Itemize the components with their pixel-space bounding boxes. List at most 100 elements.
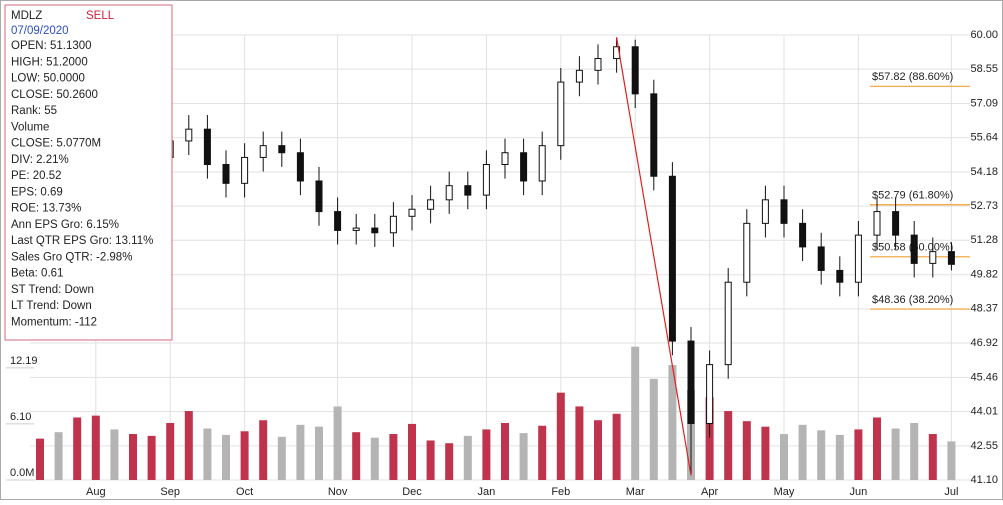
volume-bar bbox=[891, 428, 900, 480]
info-line: CLOSE: 5.0770M bbox=[11, 138, 101, 150]
fib-label: $48.36 (38.20%) bbox=[872, 294, 953, 306]
candle-body bbox=[296, 152, 304, 182]
info-line: Sales Gro QTR: -2.98% bbox=[11, 251, 132, 263]
volume-bar bbox=[631, 346, 640, 480]
candle-body bbox=[650, 93, 658, 177]
y-tick-label: 57.09 bbox=[970, 97, 998, 109]
volume-bar bbox=[668, 365, 677, 480]
candle-body bbox=[315, 180, 323, 213]
x-tick-label: Aug bbox=[86, 486, 106, 498]
y-tick-label: 45.46 bbox=[970, 371, 998, 383]
y-tick-label: 60.00 bbox=[970, 29, 998, 41]
volume-bar bbox=[594, 420, 602, 480]
candle-body bbox=[631, 46, 639, 95]
candle-body bbox=[594, 58, 602, 71]
candle-body bbox=[947, 251, 955, 265]
candle-body bbox=[557, 81, 565, 147]
volume-bar bbox=[854, 429, 863, 480]
volume-bar bbox=[910, 422, 919, 480]
volume-bar bbox=[835, 434, 844, 480]
candle-body bbox=[668, 175, 676, 342]
y-tick-label: 41.10 bbox=[970, 474, 998, 486]
info-line: LT Trend: Down bbox=[11, 300, 92, 312]
volume-bar bbox=[203, 428, 212, 480]
volume-bar bbox=[501, 422, 509, 480]
volume-bar bbox=[798, 424, 807, 480]
y-tick-label: 49.82 bbox=[970, 269, 998, 281]
volume-bar bbox=[129, 434, 137, 480]
volume-bar bbox=[556, 392, 565, 480]
x-tick-label: Jul bbox=[944, 486, 958, 498]
info-line: EPS: 0.69 bbox=[11, 186, 63, 198]
fib-label: $52.79 (61.80%) bbox=[872, 190, 953, 202]
info-line: PE: 20.52 bbox=[11, 170, 62, 182]
signal: SELL bbox=[86, 10, 115, 22]
candle-body bbox=[854, 234, 862, 283]
volume-bar bbox=[166, 422, 175, 480]
fib-label: $57.82 (88.60%) bbox=[872, 71, 953, 83]
info-line: Last QTR EPS Gro: 13.11% bbox=[11, 235, 153, 247]
candle-body bbox=[743, 222, 751, 283]
volume-bar bbox=[426, 440, 435, 480]
candle-body bbox=[929, 251, 937, 264]
volume-bar bbox=[315, 426, 323, 480]
candle-body bbox=[501, 152, 509, 165]
y-tick-label: 58.55 bbox=[970, 63, 998, 75]
trend-line bbox=[616, 37, 692, 476]
volume-bar bbox=[389, 434, 398, 480]
volume-bar bbox=[259, 420, 268, 480]
candle-body bbox=[724, 281, 732, 366]
volume-bar bbox=[780, 434, 788, 480]
volume-bar bbox=[761, 426, 770, 480]
volume-tick-label: 0.0M bbox=[10, 467, 34, 479]
info-line: Ann EPS Gro: 6.15% bbox=[11, 219, 119, 231]
volume-bar bbox=[519, 433, 528, 480]
volume-bar bbox=[463, 435, 472, 480]
volume-bar bbox=[538, 425, 547, 480]
symbol: MDLZ bbox=[11, 10, 42, 22]
candle-body bbox=[910, 234, 918, 264]
volume-bar bbox=[240, 431, 249, 480]
y-tick-label: 54.18 bbox=[970, 166, 998, 178]
volume-bar bbox=[817, 430, 826, 480]
candle-body bbox=[706, 364, 714, 424]
x-tick-label: Sep bbox=[160, 486, 180, 498]
info-line: HIGH: 51.2000 bbox=[11, 56, 88, 68]
x-tick-label: Feb bbox=[551, 486, 570, 498]
volume-bar bbox=[649, 378, 658, 480]
candle-body bbox=[482, 163, 490, 196]
volume-bar bbox=[873, 417, 881, 480]
x-tick-label: Apr bbox=[701, 486, 718, 498]
candle-body bbox=[389, 215, 397, 234]
candle-body bbox=[278, 145, 286, 154]
info-line: DIV: 2.21% bbox=[11, 154, 69, 166]
volume-bar bbox=[277, 436, 286, 480]
date: 07/09/2020 bbox=[11, 25, 69, 37]
info-line: Rank: 55 bbox=[11, 105, 57, 117]
y-tick-label: 48.37 bbox=[970, 303, 998, 315]
info-line: Volume bbox=[11, 121, 49, 133]
volume-bar bbox=[482, 429, 491, 480]
candle-body bbox=[371, 227, 379, 234]
y-tick-label: 52.73 bbox=[970, 200, 998, 212]
volume-bar bbox=[724, 411, 733, 480]
volume-bar bbox=[36, 438, 44, 480]
candle-body bbox=[203, 128, 211, 165]
candle-body bbox=[445, 185, 453, 201]
info-line: ROE: 13.73% bbox=[11, 203, 81, 215]
candle-body bbox=[185, 128, 193, 142]
info-line: OPEN: 51.1300 bbox=[11, 40, 92, 52]
volume-bar bbox=[445, 443, 454, 480]
volume-bar bbox=[928, 434, 937, 480]
volume-bar bbox=[370, 437, 379, 480]
y-tick-label: 42.55 bbox=[970, 440, 998, 452]
volume-tick-label: 6.10 bbox=[10, 411, 31, 423]
volume-bar bbox=[222, 434, 230, 480]
candle-body bbox=[799, 222, 807, 248]
volume-bar bbox=[408, 423, 416, 480]
volume-bar bbox=[147, 435, 156, 480]
candle-body bbox=[334, 211, 342, 231]
info-line: Momentum: -112 bbox=[11, 316, 97, 328]
volume-bar bbox=[612, 413, 621, 480]
volume-bar bbox=[947, 441, 956, 480]
